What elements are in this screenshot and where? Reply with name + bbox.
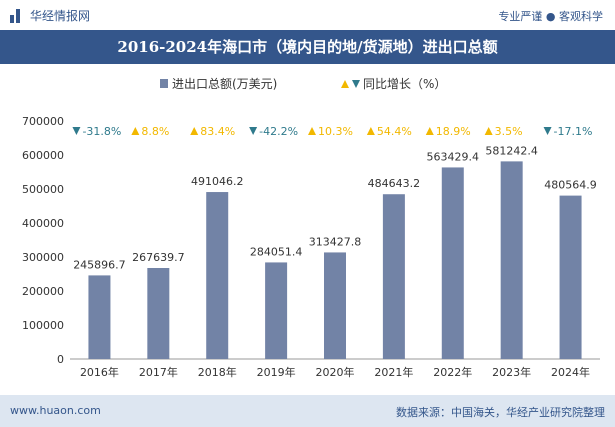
bar-value-label: 245896.7: [73, 258, 126, 271]
growth-label: 8.8%: [141, 125, 169, 138]
growth-label: -31.8%: [82, 125, 121, 138]
bar-value-label: 480564.9: [544, 179, 597, 192]
bar: [441, 167, 464, 359]
growth-label: 83.4%: [200, 125, 235, 138]
brand: 华经情报网: [10, 7, 90, 24]
y-tick-label: 500000: [22, 183, 64, 196]
growth-label: -42.2%: [259, 125, 298, 138]
growth-label: 54.4%: [377, 125, 412, 138]
bar: [500, 161, 523, 359]
chart-title: 2016-2024年海口市（境内目的地/货源地）进出口总额: [117, 38, 498, 56]
brand-logo-icon: [10, 8, 24, 23]
bar-value-label: 484643.2: [368, 177, 421, 190]
bar: [88, 275, 111, 359]
bar: [382, 194, 405, 359]
bar-value-label: 267639.7: [132, 251, 185, 264]
growth-up-triangle-icon: [131, 127, 140, 135]
growth-down-triangle-icon: [249, 127, 258, 135]
growth-up-triangle-icon: [190, 127, 199, 135]
growth-label: 10.3%: [318, 125, 353, 138]
y-tick-label: 300000: [22, 251, 64, 264]
y-tick-label: 400000: [22, 217, 64, 230]
bar-value-label: 491046.2: [191, 175, 244, 188]
bar-value-label: 581242.4: [485, 144, 538, 157]
growth-up-triangle-icon: [484, 127, 493, 135]
legend-down-triangle-icon: [352, 80, 360, 88]
x-tick-label: 2019年: [257, 365, 296, 379]
legend-label-growth: 同比增长（%）: [363, 77, 446, 91]
x-tick-label: 2024年: [551, 365, 590, 379]
legend-swatch-bar: [160, 79, 168, 88]
legend: 进出口总额(万美元) 同比增长（%）: [160, 77, 446, 91]
x-tick-label: 2017年: [139, 365, 178, 379]
footer-url: www.huaon.com: [10, 404, 101, 417]
y-tick-label: 100000: [22, 319, 64, 332]
x-tick-label: 2022年: [433, 365, 472, 379]
bar: [324, 252, 346, 359]
growth-down-triangle-icon: [72, 127, 81, 135]
bar: [265, 262, 288, 359]
growth-label: 3.5%: [495, 125, 523, 138]
bar-chart: 进出口总额(万美元) 同比增长（%） 0 100000 200000 300000 4000…: [22, 77, 600, 379]
footer-source: 数据来源：中国海关，华经产业研究院整理: [396, 406, 605, 419]
y-tick-label: 0: [57, 353, 64, 366]
y-tick-label: 700000: [22, 115, 64, 128]
y-tick-label: 600000: [22, 149, 64, 162]
growth-label: 18.9%: [436, 125, 471, 138]
brand-name: 华经情报网: [30, 9, 91, 23]
x-tick-label: 2020年: [316, 365, 355, 379]
bar-value-label: 563429.4: [427, 150, 480, 163]
x-tick-label: 2018年: [198, 365, 237, 379]
y-tick-label: 200000: [22, 285, 64, 298]
bar-value-label: 313427.8: [309, 235, 362, 248]
bar: [206, 192, 229, 359]
legend-up-triangle-icon: [341, 80, 349, 88]
legend-label-total: 进出口总额(万美元): [172, 77, 277, 91]
growth-down-triangle-icon: [543, 127, 552, 135]
title-band: 2016-2024年海口市（境内目的地/货源地）进出口总额: [0, 30, 615, 64]
growth-up-triangle-icon: [308, 127, 316, 135]
x-tick-label: 2021年: [374, 365, 413, 379]
growth-up-triangle-icon: [425, 127, 434, 135]
tagline: 专业严谨 ● 客观科学: [498, 10, 603, 23]
bar: [559, 195, 582, 359]
footer: www.huaon.com 数据来源：中国海关，华经产业研究院整理: [0, 395, 615, 427]
x-tick-label: 2023年: [492, 365, 531, 379]
growth-up-triangle-icon: [366, 127, 375, 135]
bar: [147, 268, 170, 359]
bar-value-label: 284051.4: [250, 245, 303, 258]
growth-label: -17.1%: [554, 125, 593, 138]
top-bar: 华经情报网 专业严谨 ● 客观科学: [0, 0, 615, 30]
x-tick-label: 2016年: [80, 365, 119, 379]
